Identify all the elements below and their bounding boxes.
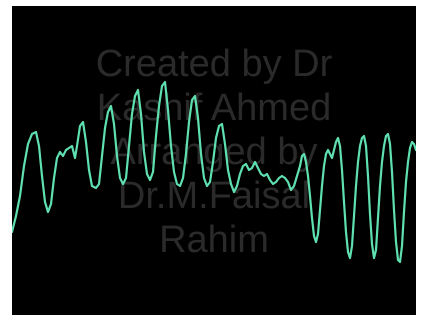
ecg-monitor-screen: Created by Dr Kashif Ahmed Arranged by D… — [12, 6, 416, 315]
ecg-waveform — [12, 80, 416, 264]
ecg-trace-line — [12, 80, 416, 264]
